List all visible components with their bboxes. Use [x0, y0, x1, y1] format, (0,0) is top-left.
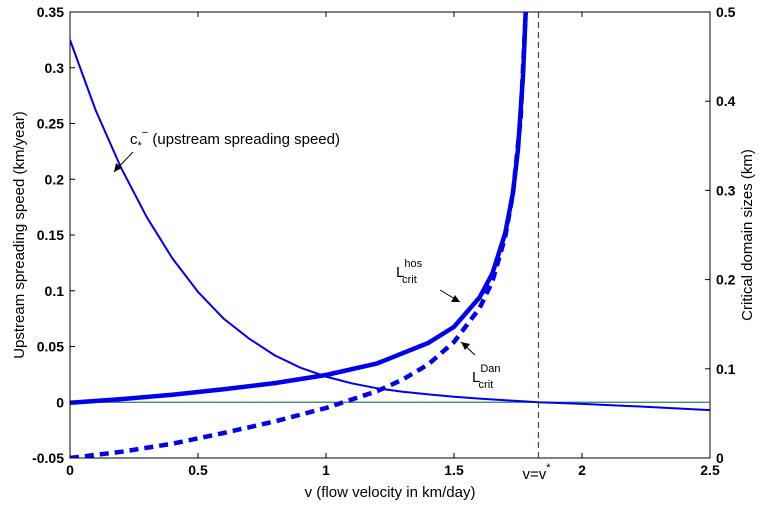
y-left-tick-label: -0.05 [32, 450, 64, 466]
y-left-tick-label: 0.05 [37, 339, 64, 355]
y-axis-label-right: Critical domain sizes (km) [739, 149, 756, 321]
x-axis-label: v (flow velocity in km/day) [305, 484, 476, 501]
annotation-cstar: c*− (upstream spreading speed) [113, 127, 340, 173]
annotation-ldan: LDan crit [460, 341, 501, 391]
annotation-lhos: Lhos crit [396, 258, 461, 303]
y-right-tick-label: 0 [716, 450, 724, 466]
x-tick-label: 2 [578, 462, 586, 478]
y-axis-label-left: Upstream spreading speed (km/year) [11, 111, 28, 359]
y-left-tick-label: 0.15 [37, 227, 64, 243]
cstar-arrowhead [114, 163, 122, 172]
y-left-tick-label: 0.1 [45, 283, 65, 299]
plot-frame [69, 11, 711, 459]
y-left-tick-label: 0.2 [45, 171, 65, 187]
y-left-tick-label: 0.25 [37, 116, 64, 132]
x-tick-label: 1.5 [444, 462, 464, 478]
x-tick-label: 2.5 [700, 462, 720, 478]
series-line-1 [70, 12, 528, 405]
y-right-tick-label: 0.5 [716, 4, 736, 20]
y-right-tick-label: 0.4 [716, 93, 736, 109]
ticks-group: 0 0.5 1 1.5 2 2.5-0.0500.050.10.150.20.250.30… [32, 4, 736, 483]
vstar-label: v=v* [522, 462, 551, 483]
series-line-0 [70, 39, 710, 412]
ldan-arrowhead [461, 342, 470, 350]
y-left-tick-label: 0 [56, 394, 64, 410]
y-left-tick-label: 0.3 [45, 60, 65, 76]
y-right-tick-label: 0.3 [716, 182, 736, 198]
series-group [70, 12, 710, 458]
x-tick-label: 1 [322, 462, 330, 478]
series-line-2 [70, 12, 528, 458]
y-left-tick-label: 0.35 [37, 4, 64, 20]
x-tick-label: 0.5 [188, 462, 208, 478]
reference-lines [70, 12, 710, 458]
y-right-tick-label: 0.1 [716, 361, 736, 377]
lhos-label: Lhos crit [396, 258, 423, 286]
y-right-tick-label: 0.2 [716, 272, 736, 288]
x-tick-label: 0 [66, 462, 74, 478]
lhos-arrowhead [451, 295, 460, 302]
ldan-label: LDan crit [472, 363, 501, 391]
cstar-label: c*− (upstream spreading speed) [130, 127, 340, 152]
